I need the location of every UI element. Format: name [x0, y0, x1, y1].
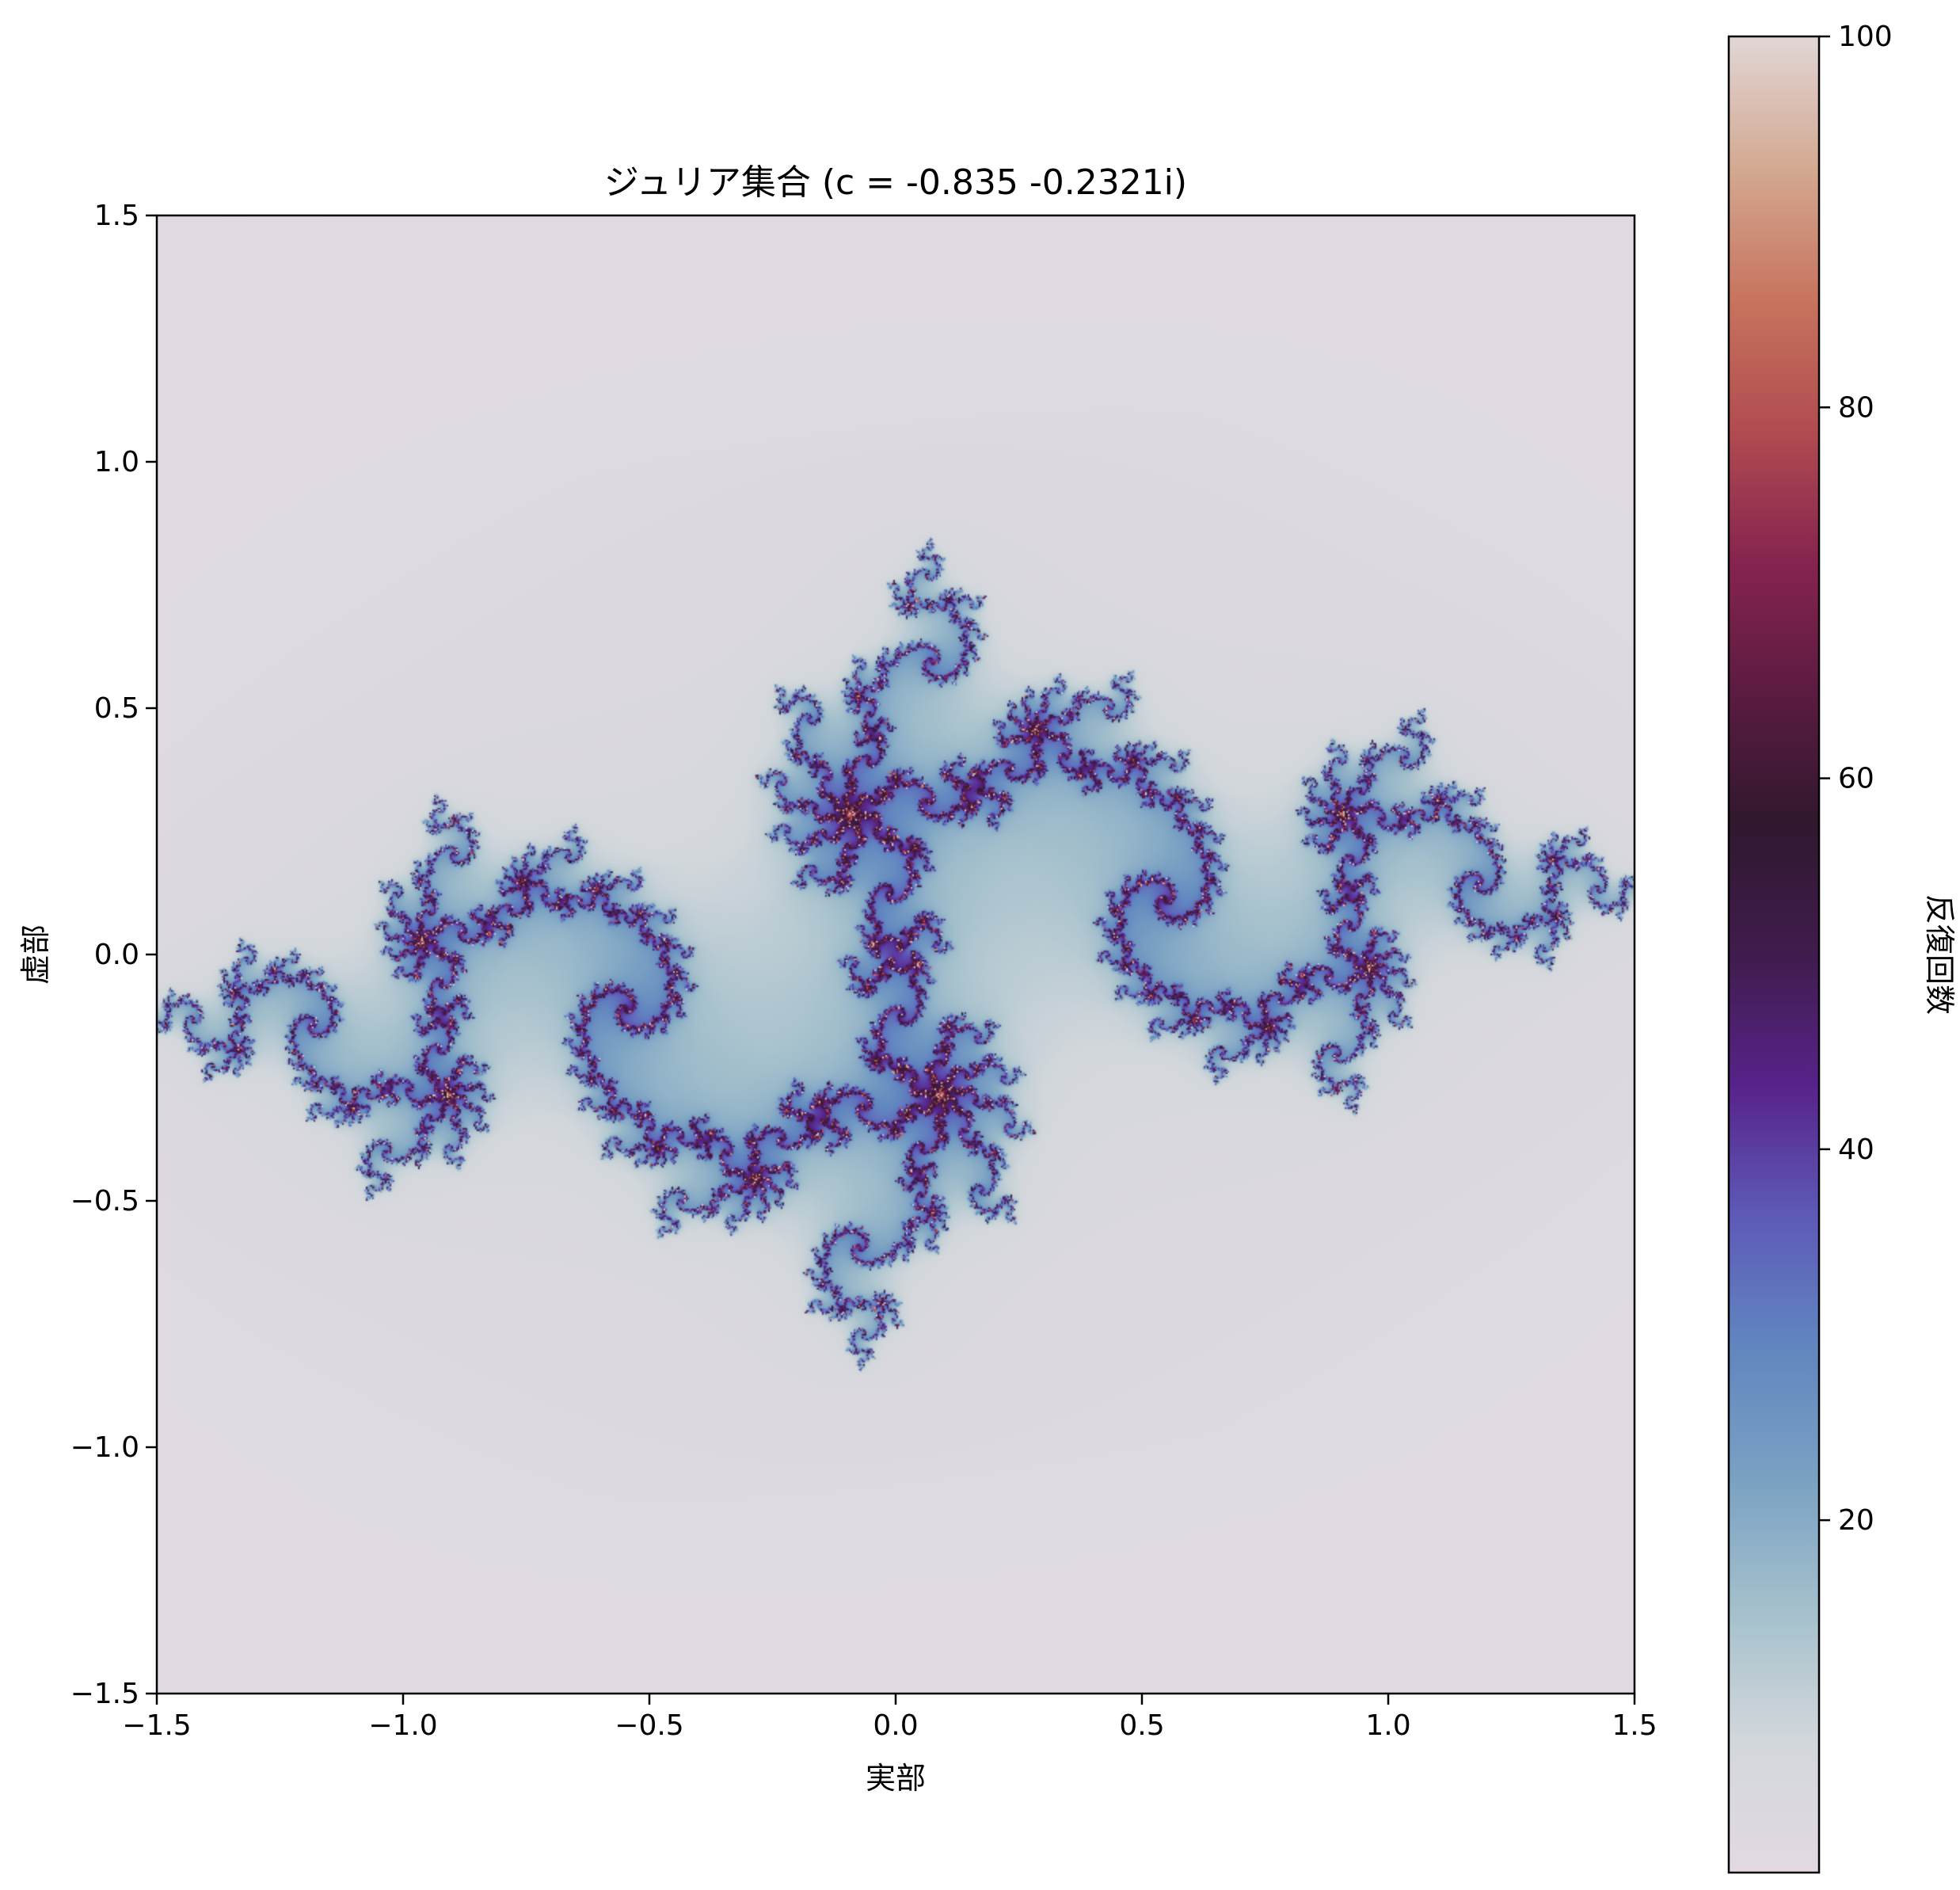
y-tick-label: −1.0: [70, 1431, 139, 1464]
x-tick-label: −1.5: [122, 1709, 191, 1742]
y-tick-label: −1.5: [70, 1678, 139, 1710]
colorbar-tick-label: 80: [1838, 391, 1874, 424]
x-tick-label: −1.0: [368, 1709, 437, 1742]
y-axis-label: 虚部: [18, 924, 53, 985]
colorbar-label: 反復回数: [1922, 894, 1957, 1015]
x-axis: −1.5 −1.0 −0.5 0.0 0.5 1.0 1.5: [122, 1694, 1657, 1742]
colorbar-tick-label: 100: [1838, 21, 1893, 53]
colorbar-tick-label: 60: [1838, 763, 1874, 795]
y-tick-label: 1.5: [94, 200, 139, 232]
colorbar: 20 40 60 80 100 反復回数: [1727, 21, 1957, 1874]
x-tick-label: 1.0: [1365, 1709, 1410, 1742]
colorbar-ticks: 20 40 60 80 100: [1819, 21, 1893, 1537]
y-tick-label: −0.5: [70, 1185, 139, 1217]
plot-area: [155, 214, 1636, 1695]
x-tick-label: 1.5: [1612, 1709, 1657, 1742]
x-axis-label: 実部: [866, 1761, 926, 1796]
y-axis: 1.5 1.0 0.5 0.0 −0.5 −1.0 −1.5: [70, 200, 157, 1710]
colorbar-ramp: [1729, 36, 1819, 1873]
colorbar-tick-label: 40: [1838, 1134, 1874, 1166]
chart-title: ジュリア集合 (c = -0.835 -0.2321i): [604, 162, 1187, 203]
julia-set-canvas: [157, 215, 1635, 1694]
heatmap-image: [157, 215, 1635, 1694]
x-tick-label: 0.5: [1119, 1709, 1164, 1742]
colorbar-frame: [1727, 35, 1821, 1874]
x-tick-label: −0.5: [615, 1709, 683, 1742]
colorbar-tick-label: 20: [1838, 1504, 1874, 1537]
y-tick-label: 0.5: [94, 692, 139, 725]
y-tick-label: 1.0: [94, 446, 139, 478]
x-tick-label: 0.0: [873, 1709, 918, 1742]
y-tick-label: 0.0: [94, 939, 139, 971]
